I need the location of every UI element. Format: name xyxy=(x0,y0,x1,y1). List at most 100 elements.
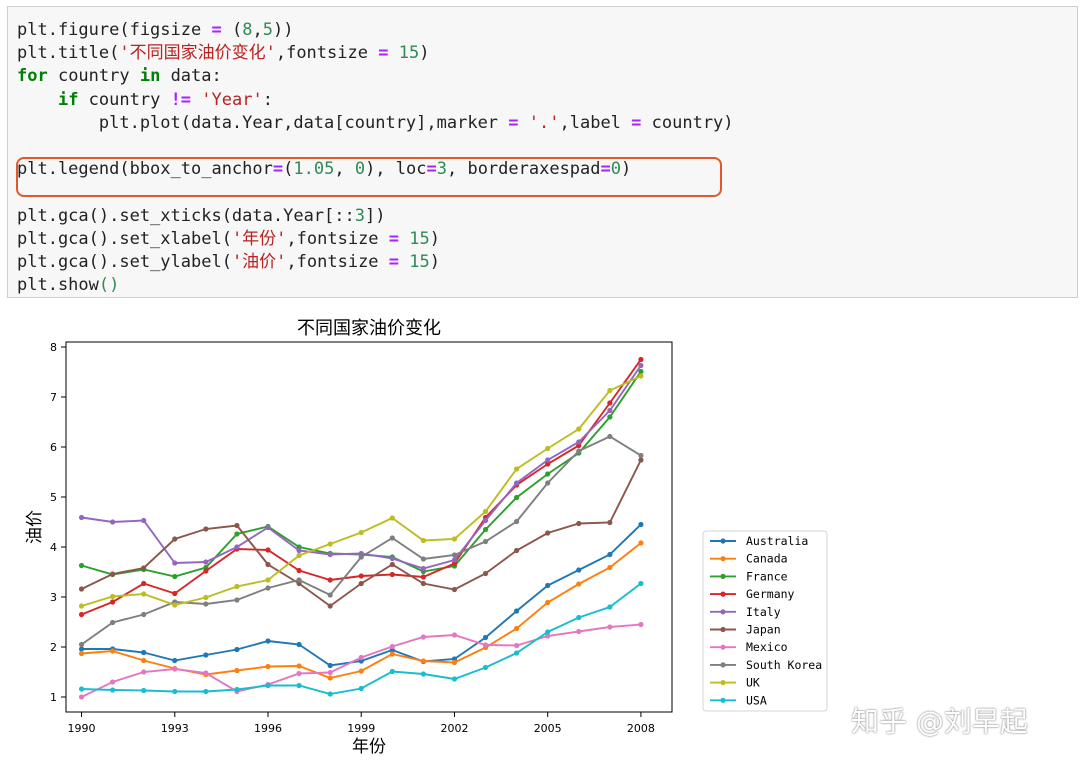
y-tick-label: 2 xyxy=(50,641,57,654)
data-point xyxy=(451,632,458,638)
data-point xyxy=(110,687,116,693)
legend-label: Australia xyxy=(746,534,808,548)
code-token: ) xyxy=(419,43,430,64)
code-token: country xyxy=(47,66,140,87)
code-token: = xyxy=(508,112,519,133)
data-point xyxy=(451,552,458,558)
code-token: () xyxy=(98,275,120,296)
code-token: 15 xyxy=(398,43,420,64)
code-token: , xyxy=(334,159,355,180)
code-token: 15 xyxy=(409,228,430,249)
data-point xyxy=(545,582,551,589)
data-point xyxy=(545,445,551,452)
data-point xyxy=(141,687,147,694)
x-tick-label: 1996 xyxy=(254,722,282,735)
data-point xyxy=(451,586,458,593)
data-point xyxy=(327,669,333,676)
data-point xyxy=(296,663,302,669)
data-point xyxy=(607,564,613,571)
data-point xyxy=(172,536,178,542)
data-point xyxy=(482,517,489,524)
data-point xyxy=(327,662,333,669)
data-point xyxy=(545,599,551,606)
data-point xyxy=(576,614,582,621)
data-point xyxy=(327,603,333,609)
data-point xyxy=(420,658,426,664)
data-point xyxy=(514,650,520,656)
code-token: plt.show xyxy=(17,275,99,296)
data-point xyxy=(358,580,364,587)
data-point xyxy=(638,356,644,363)
code-token xyxy=(388,43,398,63)
data-point xyxy=(110,619,116,626)
legend-label: UK xyxy=(746,676,760,690)
data-point xyxy=(482,634,489,641)
data-point xyxy=(265,577,271,583)
code-token: plt.title( xyxy=(17,43,120,64)
code-token xyxy=(17,90,58,110)
code-token: != xyxy=(170,89,192,110)
data-point xyxy=(514,518,520,525)
data-point xyxy=(203,688,209,695)
data-point xyxy=(141,669,147,675)
data-point xyxy=(265,547,271,553)
y-tick-label: 6 xyxy=(50,441,57,454)
data-point xyxy=(389,535,395,541)
data-point xyxy=(78,611,85,618)
code-line: plt.gca().set_xticks(data.Year[::3]) xyxy=(17,205,734,228)
code-token: ,label xyxy=(559,112,632,133)
data-point xyxy=(514,466,520,472)
y-tick-label: 8 xyxy=(50,341,57,354)
legend-marker xyxy=(720,626,726,633)
data-point xyxy=(607,624,613,630)
data-point xyxy=(265,638,271,644)
code-token xyxy=(191,90,201,110)
data-point xyxy=(110,648,116,654)
data-point xyxy=(110,571,116,577)
code-token: ) xyxy=(621,159,632,180)
data-point xyxy=(482,664,489,671)
code-token: plt.plot(data.Year,data[country],marker xyxy=(17,112,509,133)
data-point xyxy=(78,514,85,521)
y-tick-label: 4 xyxy=(50,541,57,554)
data-point xyxy=(78,694,85,700)
legend-marker xyxy=(720,697,726,703)
data-point xyxy=(638,368,644,375)
legend-line-highlight-box xyxy=(16,157,722,197)
y-axis-label: 油价 xyxy=(25,510,45,544)
data-point xyxy=(78,646,85,652)
code-editor[interactable]: plt.figure(figsize = (8,5)) plt.title('不同… xyxy=(17,19,734,297)
data-point xyxy=(420,537,426,544)
data-point xyxy=(172,590,178,597)
code-token: )) xyxy=(272,20,294,40)
x-tick-label: 1999 xyxy=(347,722,375,735)
legend-marker xyxy=(720,680,726,686)
data-point xyxy=(172,688,178,695)
data-point xyxy=(576,448,582,454)
data-point xyxy=(576,439,582,445)
code-token: '.' xyxy=(528,112,560,133)
data-point xyxy=(172,602,178,608)
data-point xyxy=(358,685,364,692)
data-point xyxy=(234,522,240,529)
code-token xyxy=(519,113,529,133)
data-point xyxy=(358,529,364,536)
data-point xyxy=(141,591,147,597)
data-point xyxy=(141,517,147,524)
data-point xyxy=(638,580,644,587)
data-point xyxy=(545,633,551,639)
code-token: 3 xyxy=(354,205,366,226)
legend-label: France xyxy=(746,569,788,583)
code-token: '油价' xyxy=(231,251,287,272)
plot-area xyxy=(65,341,673,713)
data-point xyxy=(545,461,551,467)
data-point xyxy=(576,520,582,527)
data-point xyxy=(296,552,302,559)
data-point xyxy=(234,686,240,693)
data-point xyxy=(296,567,302,574)
data-point xyxy=(141,580,147,587)
data-point xyxy=(576,628,582,635)
legend-marker xyxy=(720,591,726,597)
code-cell[interactable]: plt.figure(figsize = (8,5)) plt.title('不同… xyxy=(7,6,1078,298)
data-point xyxy=(451,659,458,666)
